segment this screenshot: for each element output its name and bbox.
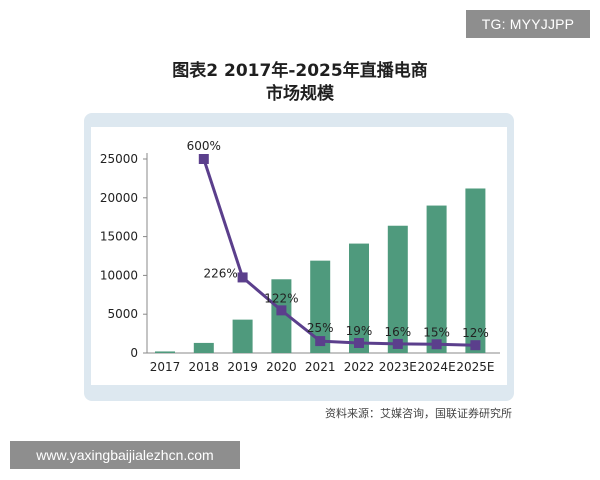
bar-2017: [155, 351, 175, 353]
growth-label: 16%: [384, 325, 411, 339]
bar-2020: [271, 279, 292, 353]
growth-label: 25%: [307, 321, 334, 335]
growth-label: 600%: [187, 139, 221, 153]
growth-point-2022: [354, 337, 364, 348]
growth-label: 226%: [203, 266, 237, 280]
growth-label: 12%: [462, 326, 489, 340]
y-tick-label: 0: [130, 346, 138, 360]
x-tick-label: 2020: [266, 360, 297, 374]
chart-title-line-1: 图表2 2017年-2025年直播电商: [172, 61, 428, 81]
growth-point-2018: [198, 154, 209, 164]
bar-2024E: [426, 205, 447, 353]
x-tick-label: 2021: [305, 360, 336, 374]
growth-point-2021: [315, 336, 326, 347]
bar-2021: [310, 260, 331, 353]
y-tick-label: 10000: [100, 268, 138, 282]
growth-point-2019: [237, 272, 248, 283]
watermark-bottom-left: www.yaxingbaijialezhcn.com: [10, 441, 240, 469]
y-tick-label: 15000: [100, 230, 138, 244]
y-tick-label: 25000: [100, 152, 138, 166]
x-tick-label: 2019: [227, 360, 258, 374]
chart-title-line-2: 市场规模: [266, 84, 334, 104]
bar-2022: [349, 243, 369, 353]
growth-line: [202, 158, 476, 347]
x-tick-label: 2023E: [379, 360, 417, 374]
growth-label: 122%: [264, 291, 298, 305]
growth-label: 15%: [423, 325, 450, 339]
growth-label: 19%: [346, 324, 373, 338]
bar-2025E: [465, 188, 486, 353]
growth-point-2023E: [392, 338, 403, 349]
watermark-top-right: TG: MYYJJPP: [466, 10, 590, 38]
bar-2019: [232, 319, 253, 353]
y-tick-label: 20000: [100, 191, 138, 205]
bar-2018: [193, 342, 214, 353]
growth-point-2025E: [470, 340, 481, 351]
bar-2023E: [387, 225, 408, 353]
chart-title: 图表2 2017年-2025年直播电商 市场规模: [90, 60, 510, 106]
growth-point-2024E: [431, 339, 442, 350]
y-tick-label: 5000: [107, 307, 138, 321]
x-tick-label: 2024E: [418, 360, 456, 374]
source-note: 资料来源：艾媒咨询，国联证券研究所: [325, 407, 512, 420]
growth-point-2020: [276, 305, 287, 316]
x-tick-label: 2025E: [456, 360, 494, 374]
x-tick-label: 2018: [189, 360, 220, 374]
x-tick-label: 2017: [150, 360, 181, 374]
x-tick-label: 2022: [344, 360, 375, 374]
